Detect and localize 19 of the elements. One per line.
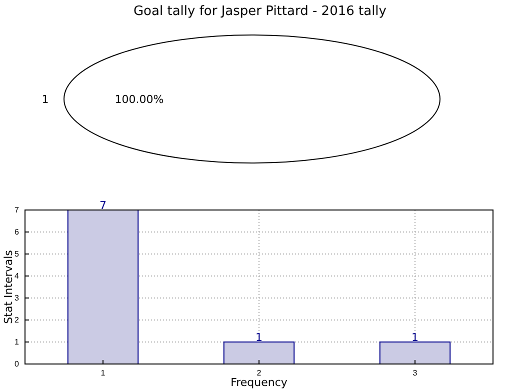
y-tick-label: 7 xyxy=(14,206,20,215)
y-tick-label: 2 xyxy=(14,316,20,325)
x-axis-title: Frequency xyxy=(230,376,288,389)
chart-title: Goal tally for Jasper Pittard - 2016 tally xyxy=(133,4,387,19)
data-label: 1 xyxy=(412,331,418,344)
y-tick-label: 3 xyxy=(14,294,20,303)
x-tick-label: 3 xyxy=(412,368,418,378)
data-label: 7 xyxy=(100,199,106,212)
y-tick-label: 4 xyxy=(14,272,20,281)
y-axis-title: Stat Intervals xyxy=(2,250,15,324)
y-tick-label: 0 xyxy=(14,360,20,369)
x-tick-label: 2 xyxy=(256,368,262,378)
y-tick-label: 6 xyxy=(14,228,20,237)
y-tick-label: 5 xyxy=(14,250,20,259)
y-tick-label: 1 xyxy=(14,338,20,347)
data-label: 1 xyxy=(256,331,262,344)
data-label: 100.00% xyxy=(114,93,164,106)
x-tick-label: 1 xyxy=(100,368,106,378)
slice-label: 1 xyxy=(42,93,49,106)
